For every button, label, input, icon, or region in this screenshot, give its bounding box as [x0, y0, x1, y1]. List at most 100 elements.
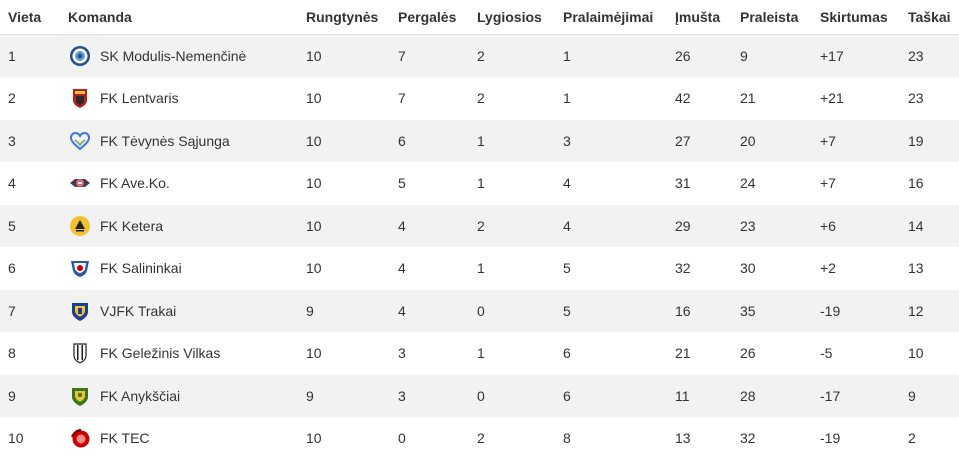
fk-ketera-logo-icon[interactable] — [69, 215, 91, 237]
position-cell: 7 — [0, 289, 60, 333]
table-row[interactable]: 8 FK Geležinis Vilkas 10 3 1 6 21 26 -5 … — [0, 332, 959, 375]
team-cell[interactable]: SK Modulis-Nemenčinė — [60, 34, 298, 78]
wins-cell: 6 — [390, 119, 469, 163]
position-cell: 5 — [0, 204, 60, 248]
points-cell: 23 — [900, 77, 959, 120]
header-row: Vieta Komanda Rungtynės Pergalės Lygiosi… — [0, 0, 959, 35]
team-cell[interactable]: FK Tėvynės Sąjunga — [60, 119, 298, 163]
fk-salininkai-logo-icon[interactable] — [69, 257, 91, 279]
team-cell[interactable]: FK Anykščiai — [60, 374, 298, 418]
position-cell: 6 — [0, 247, 60, 290]
conceded-cell: 20 — [732, 119, 812, 163]
scored-cell: 32 — [667, 247, 732, 290]
team-name[interactable]: FK Geležinis Vilkas — [100, 345, 221, 362]
header-losses[interactable]: Pralaimėjimai — [555, 0, 667, 35]
team-name[interactable]: FK TEC — [100, 430, 150, 447]
draws-cell: 2 — [469, 417, 555, 460]
scored-cell: 42 — [667, 77, 732, 120]
team-name[interactable]: FK Ave.Ko. — [100, 175, 170, 192]
team-wrap[interactable]: FK Lentvaris — [68, 87, 298, 109]
team-cell[interactable]: FK TEC — [60, 417, 298, 460]
team-name[interactable]: FK Anykščiai — [100, 387, 181, 404]
fk-tec-logo-icon[interactable] — [69, 427, 91, 449]
fk-tevynes-sajunga-logo-icon[interactable] — [69, 130, 91, 152]
draws-cell: 1 — [469, 332, 555, 375]
team-wrap[interactable]: FK Anykščiai — [68, 385, 298, 407]
table-row[interactable]: 1 SK Modulis-Nemenčinė 10 7 2 1 26 9 +17… — [0, 34, 959, 78]
header-conceded[interactable]: Praleista — [732, 0, 812, 35]
wins-cell: 3 — [390, 332, 469, 375]
scored-cell: 13 — [667, 417, 732, 460]
team-wrap[interactable]: FK TEC — [68, 427, 298, 449]
draws-cell: 1 — [469, 247, 555, 290]
scored-cell: 29 — [667, 204, 732, 248]
table-row[interactable]: 4 FK Ave.Ko. 10 5 1 4 31 24 +7 16 — [0, 162, 959, 205]
points-cell: 14 — [900, 204, 959, 248]
team-cell[interactable]: FK Ketera — [60, 204, 298, 248]
difference-cell: +6 — [812, 204, 900, 248]
conceded-cell: 32 — [732, 417, 812, 460]
wins-cell: 7 — [390, 77, 469, 120]
fk-anyksciai-logo-icon[interactable] — [69, 385, 91, 407]
position-cell: 1 — [0, 34, 60, 78]
header-points[interactable]: Taškai — [900, 0, 959, 35]
losses-cell: 1 — [555, 34, 667, 78]
team-wrap[interactable]: FK Geležinis Vilkas — [68, 342, 298, 364]
team-cell[interactable]: FK Ave.Ko. — [60, 162, 298, 205]
position-cell: 9 — [0, 374, 60, 418]
team-name[interactable]: FK Lentvaris — [100, 90, 179, 107]
team-name[interactable]: FK Tėvynės Sąjunga — [100, 132, 230, 149]
fk-lentvaris-logo-icon[interactable] — [69, 87, 91, 109]
conceded-cell: 35 — [732, 289, 812, 333]
team-cell[interactable]: VJFK Trakai — [60, 289, 298, 333]
table-row[interactable]: 3 FK Tėvynės Sąjunga 10 6 1 3 27 20 +7 1… — [0, 119, 959, 163]
header-played[interactable]: Rungtynės — [298, 0, 390, 35]
played-cell: 10 — [298, 247, 390, 290]
wins-cell: 3 — [390, 374, 469, 418]
played-cell: 10 — [298, 332, 390, 375]
table-row[interactable]: 6 FK Salininkai 10 4 1 5 32 30 +2 13 — [0, 247, 959, 290]
fk-gelezinis-vilkas-logo-icon[interactable] — [69, 342, 91, 364]
vjfk-trakai-logo-icon[interactable] — [69, 300, 91, 322]
team-cell[interactable]: FK Geležinis Vilkas — [60, 332, 298, 375]
team-cell[interactable]: FK Salininkai — [60, 247, 298, 290]
header-team[interactable]: Komanda — [60, 0, 298, 35]
team-wrap[interactable]: FK Tėvynės Sąjunga — [68, 130, 298, 152]
team-name[interactable]: FK Ketera — [100, 217, 164, 234]
team-name[interactable]: SK Modulis-Nemenčinė — [100, 47, 247, 64]
header-wins[interactable]: Pergalės — [390, 0, 469, 35]
table-row[interactable]: 9 FK Anykščiai 9 3 0 6 11 28 -17 9 — [0, 374, 959, 418]
header-position[interactable]: Vieta — [0, 0, 60, 35]
draws-cell: 1 — [469, 119, 555, 163]
header-draws[interactable]: Lygiosios — [469, 0, 555, 35]
team-wrap[interactable]: VJFK Trakai — [68, 300, 298, 322]
difference-cell: +21 — [812, 77, 900, 120]
header-scored[interactable]: Įmušta — [667, 0, 732, 35]
team-wrap[interactable]: FK Ketera — [68, 215, 298, 237]
losses-cell: 6 — [555, 374, 667, 418]
table-row[interactable]: 10 FK TEC 10 0 2 8 13 32 -19 2 — [0, 417, 959, 460]
points-cell: 10 — [900, 332, 959, 375]
table-row[interactable]: 2 FK Lentvaris 10 7 2 1 42 21 +21 23 — [0, 77, 959, 120]
points-cell: 19 — [900, 119, 959, 163]
header-difference[interactable]: Skirtumas — [812, 0, 900, 35]
table-row[interactable]: 7 VJFK Trakai 9 4 0 5 16 35 -19 12 — [0, 289, 959, 333]
team-name[interactable]: VJFK Trakai — [100, 302, 177, 319]
fk-aveko-logo-icon[interactable] — [69, 172, 91, 194]
draws-cell: 2 — [469, 77, 555, 120]
difference-cell: -19 — [812, 417, 900, 460]
team-wrap[interactable]: FK Ave.Ko. — [68, 172, 298, 194]
conceded-cell: 9 — [732, 34, 812, 78]
scored-cell: 11 — [667, 374, 732, 418]
team-wrap[interactable]: FK Salininkai — [68, 257, 298, 279]
team-wrap[interactable]: SK Modulis-Nemenčinė — [68, 45, 298, 67]
team-cell[interactable]: FK Lentvaris — [60, 77, 298, 120]
sk-modulis-logo-icon[interactable] — [69, 45, 91, 67]
conceded-cell: 28 — [732, 374, 812, 418]
wins-cell: 4 — [390, 247, 469, 290]
position-cell: 2 — [0, 77, 60, 120]
conceded-cell: 30 — [732, 247, 812, 290]
table-row[interactable]: 5 FK Ketera 10 4 2 4 29 23 +6 14 — [0, 204, 959, 248]
conceded-cell: 23 — [732, 204, 812, 248]
team-name[interactable]: FK Salininkai — [100, 260, 182, 277]
